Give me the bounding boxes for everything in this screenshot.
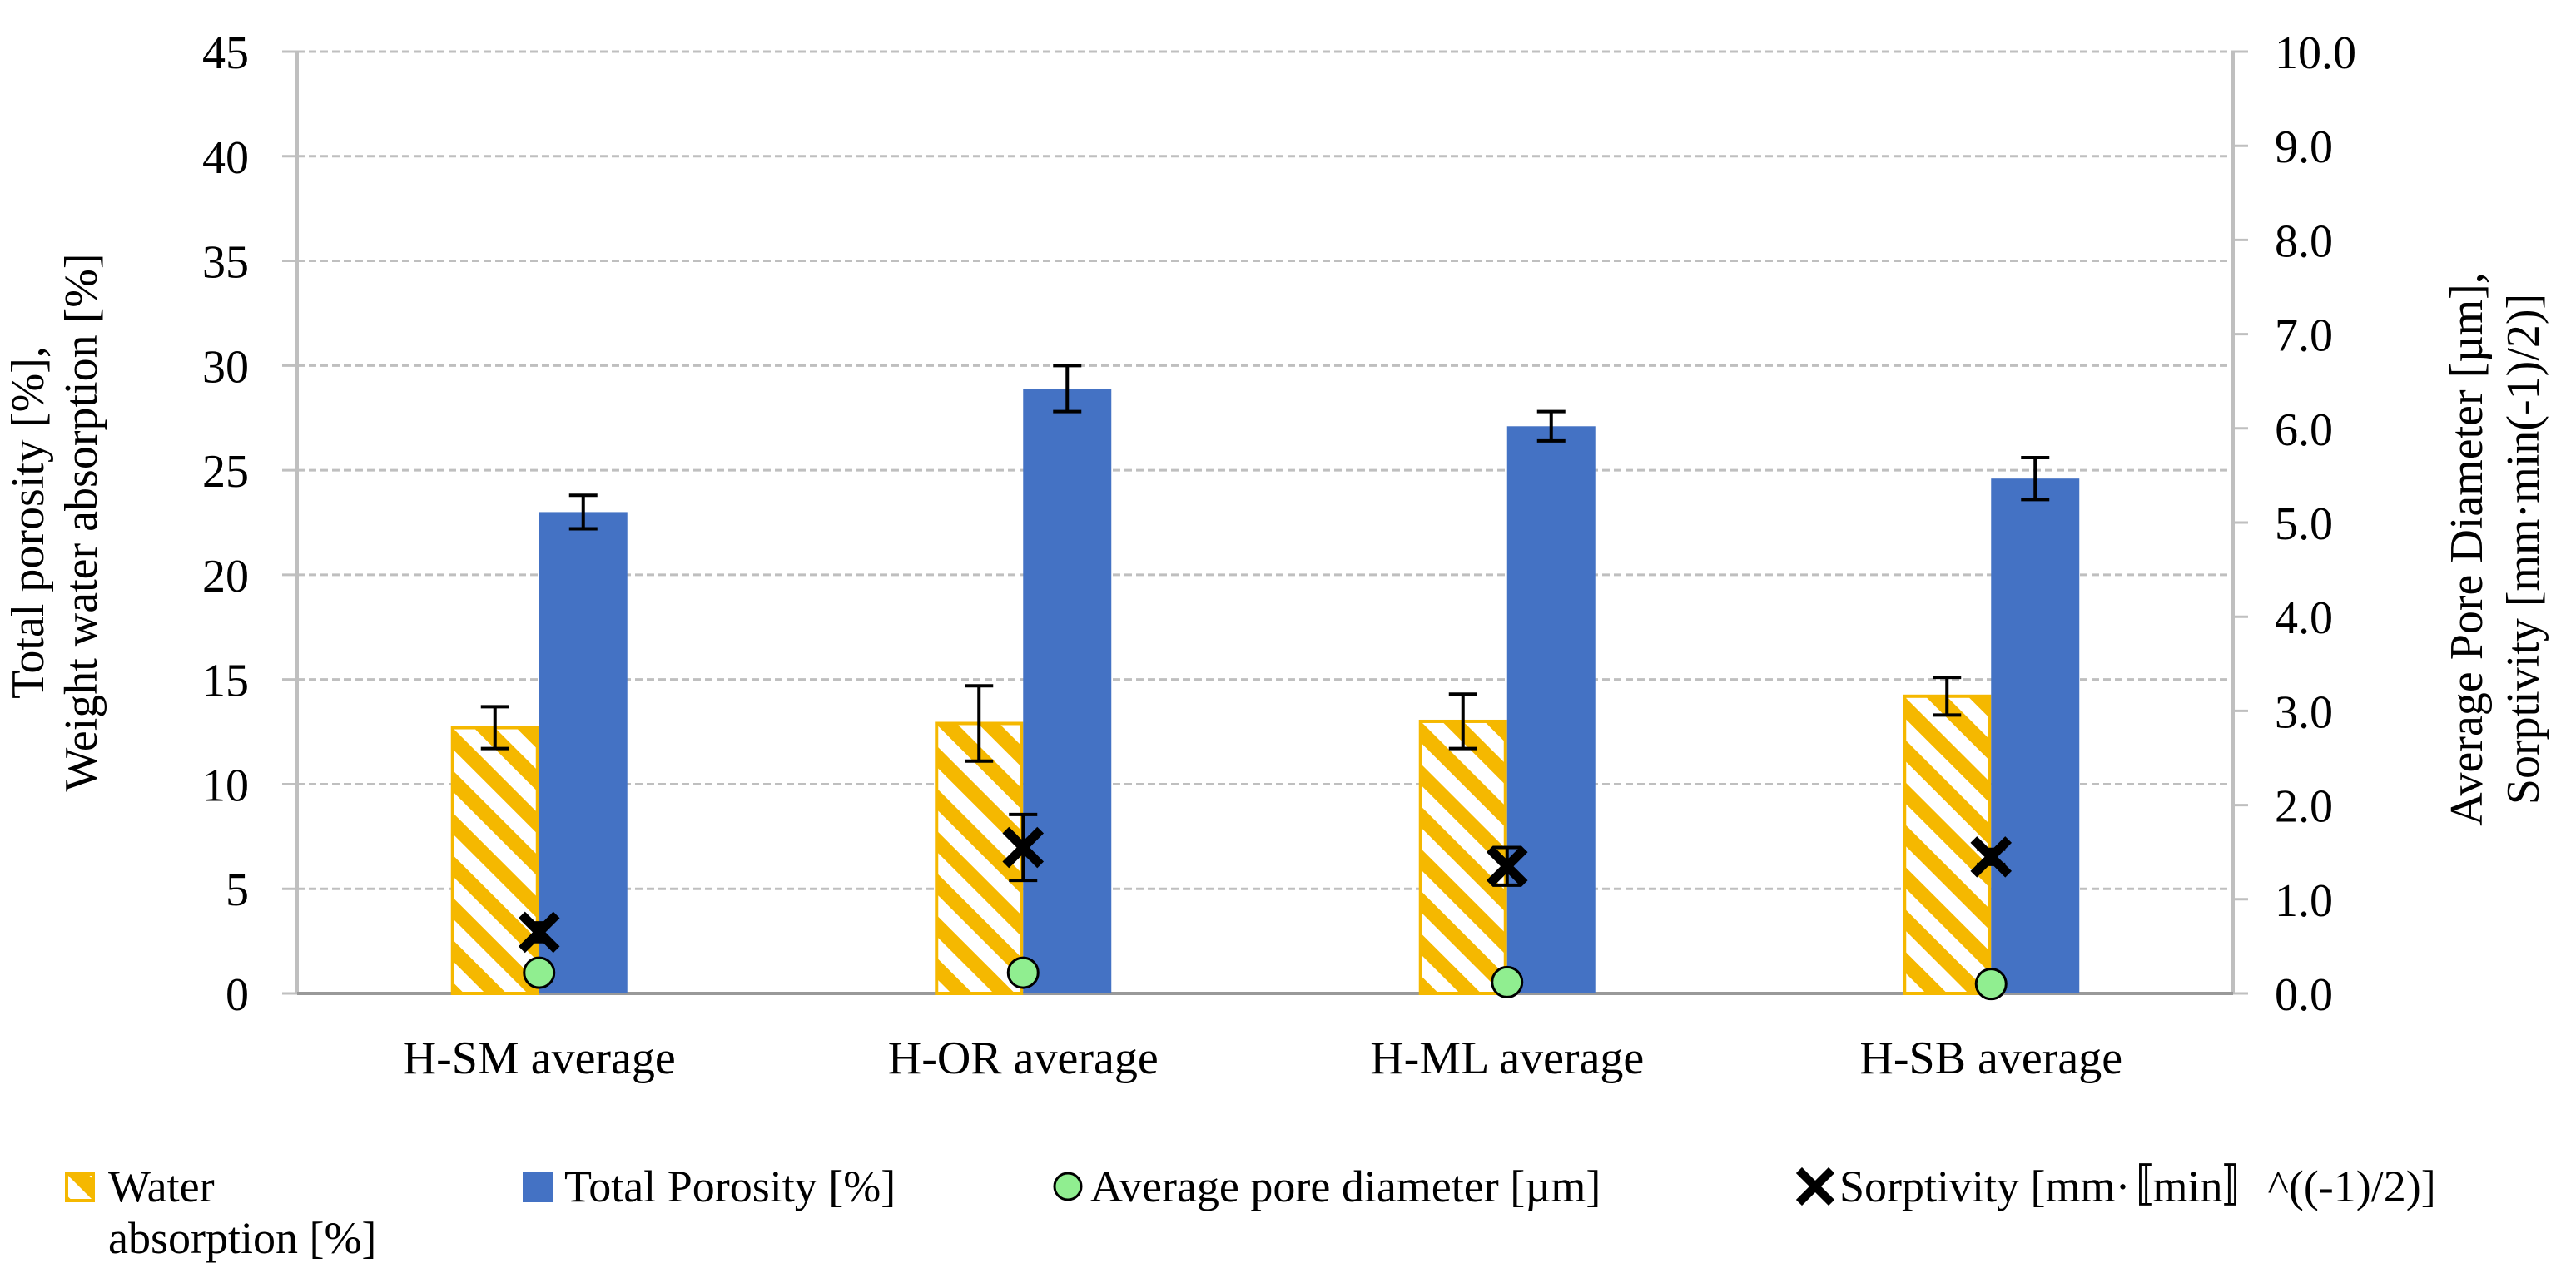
right-tick-label: 9.0	[2275, 121, 2333, 173]
legend-label-sorptivity: Sorptivity [mm·〚min〛^((-1)/2)]	[1839, 1162, 2436, 1211]
right-tick-label: 0.0	[2275, 969, 2333, 1021]
legend-swatch-total-porosity	[523, 1172, 553, 1202]
bar-total-porosity	[1991, 478, 2080, 993]
right-tick-label: 5.0	[2275, 498, 2333, 550]
legend-label-water-line1: Water	[108, 1162, 215, 1211]
legend-item-water-absorption: Water absorption [%]	[65, 1161, 376, 1264]
legend-item-sorptivity: Sorptivity [mm·〚min〛^((-1)/2)]	[1796, 1161, 2436, 1212]
bars	[450, 389, 2080, 996]
marker-average-pore-diameter	[1974, 968, 2008, 1001]
right-axis-title-line1: Average Pore Diameter [µm],	[2441, 272, 2493, 826]
marker-average-pore-diameter	[1491, 965, 1524, 998]
right-tick-label: 7.0	[2275, 310, 2333, 362]
markers	[518, 826, 2013, 1001]
legend-swatch-water-absorption	[65, 1172, 95, 1202]
left-tick-label: 20	[202, 551, 249, 602]
right-axis-title-line2: Sorptivity [mm·min(-1)/2)]	[2498, 294, 2549, 805]
right-tick-label: 1.0	[2275, 875, 2333, 927]
category-label: H-SB average	[1859, 1033, 2122, 1084]
left-axis-title-line1: Total porosity [%],	[2, 346, 54, 699]
marker-sorptivity	[1486, 845, 1528, 887]
legend-item-average-pore-diameter: Average pore diameter [µm]	[1050, 1161, 1601, 1212]
legend-label-water-line2: absorption [%]	[108, 1213, 377, 1263]
legend-swatch-pore-circle	[1053, 1172, 1083, 1201]
left-tick-label: 40	[202, 132, 249, 184]
right-tick-label: 4.0	[2275, 592, 2333, 644]
bar-water-absorption	[450, 726, 539, 995]
legend-label-average-pore-diameter: Average pore diameter [µm]	[1090, 1162, 1601, 1211]
right-tick-label: 3.0	[2275, 686, 2333, 738]
legend-swatch-sorptivity-x	[1796, 1167, 1834, 1206]
marker-sorptivity	[518, 911, 560, 954]
right-tick-label: 6.0	[2275, 404, 2333, 456]
right-tick-label: 8.0	[2275, 215, 2333, 267]
marker-sorptivity	[1002, 826, 1045, 869]
marker-average-pore-diameter	[523, 956, 556, 989]
left-axis-title-line2: Weight water absorption [%]	[56, 253, 107, 791]
left-tick-label: 35	[202, 237, 249, 289]
category-label: H-ML average	[1370, 1033, 1644, 1084]
left-tick-label: 5	[226, 864, 249, 916]
left-tick-label: 45	[202, 27, 249, 79]
left-tick-label: 15	[202, 656, 249, 707]
marker-sorptivity	[1970, 836, 2013, 878]
legend-item-total-porosity: Total Porosity [%]	[523, 1161, 896, 1212]
bar-total-porosity	[1023, 389, 1112, 993]
axis-labels: 0 5 10 15 20 25 30 35 40 45 0.0 1.0 2.0 3.0 4.0 5.0 6.0 7…	[2, 27, 2549, 1084]
right-tick-label: 2.0	[2275, 781, 2333, 833]
bar-total-porosity	[1506, 426, 1596, 993]
bar-water-absorption	[1903, 694, 1992, 996]
left-tick-label: 30	[202, 341, 249, 393]
left-tick-label: 25	[202, 446, 249, 498]
left-tick-label: 10	[202, 760, 249, 811]
right-tick-label: 10.0	[2275, 27, 2356, 79]
legend-label-total-porosity: Total Porosity [%]	[564, 1162, 896, 1211]
marker-average-pore-diameter	[1006, 956, 1040, 989]
legend: Water absorption [%] Total Porosity [%] …	[0, 1161, 2576, 1288]
category-label: H-OR average	[888, 1033, 1159, 1084]
error-bars	[480, 364, 2050, 944]
left-tick-label: 0	[226, 969, 249, 1021]
category-label: H-SM average	[403, 1033, 676, 1084]
